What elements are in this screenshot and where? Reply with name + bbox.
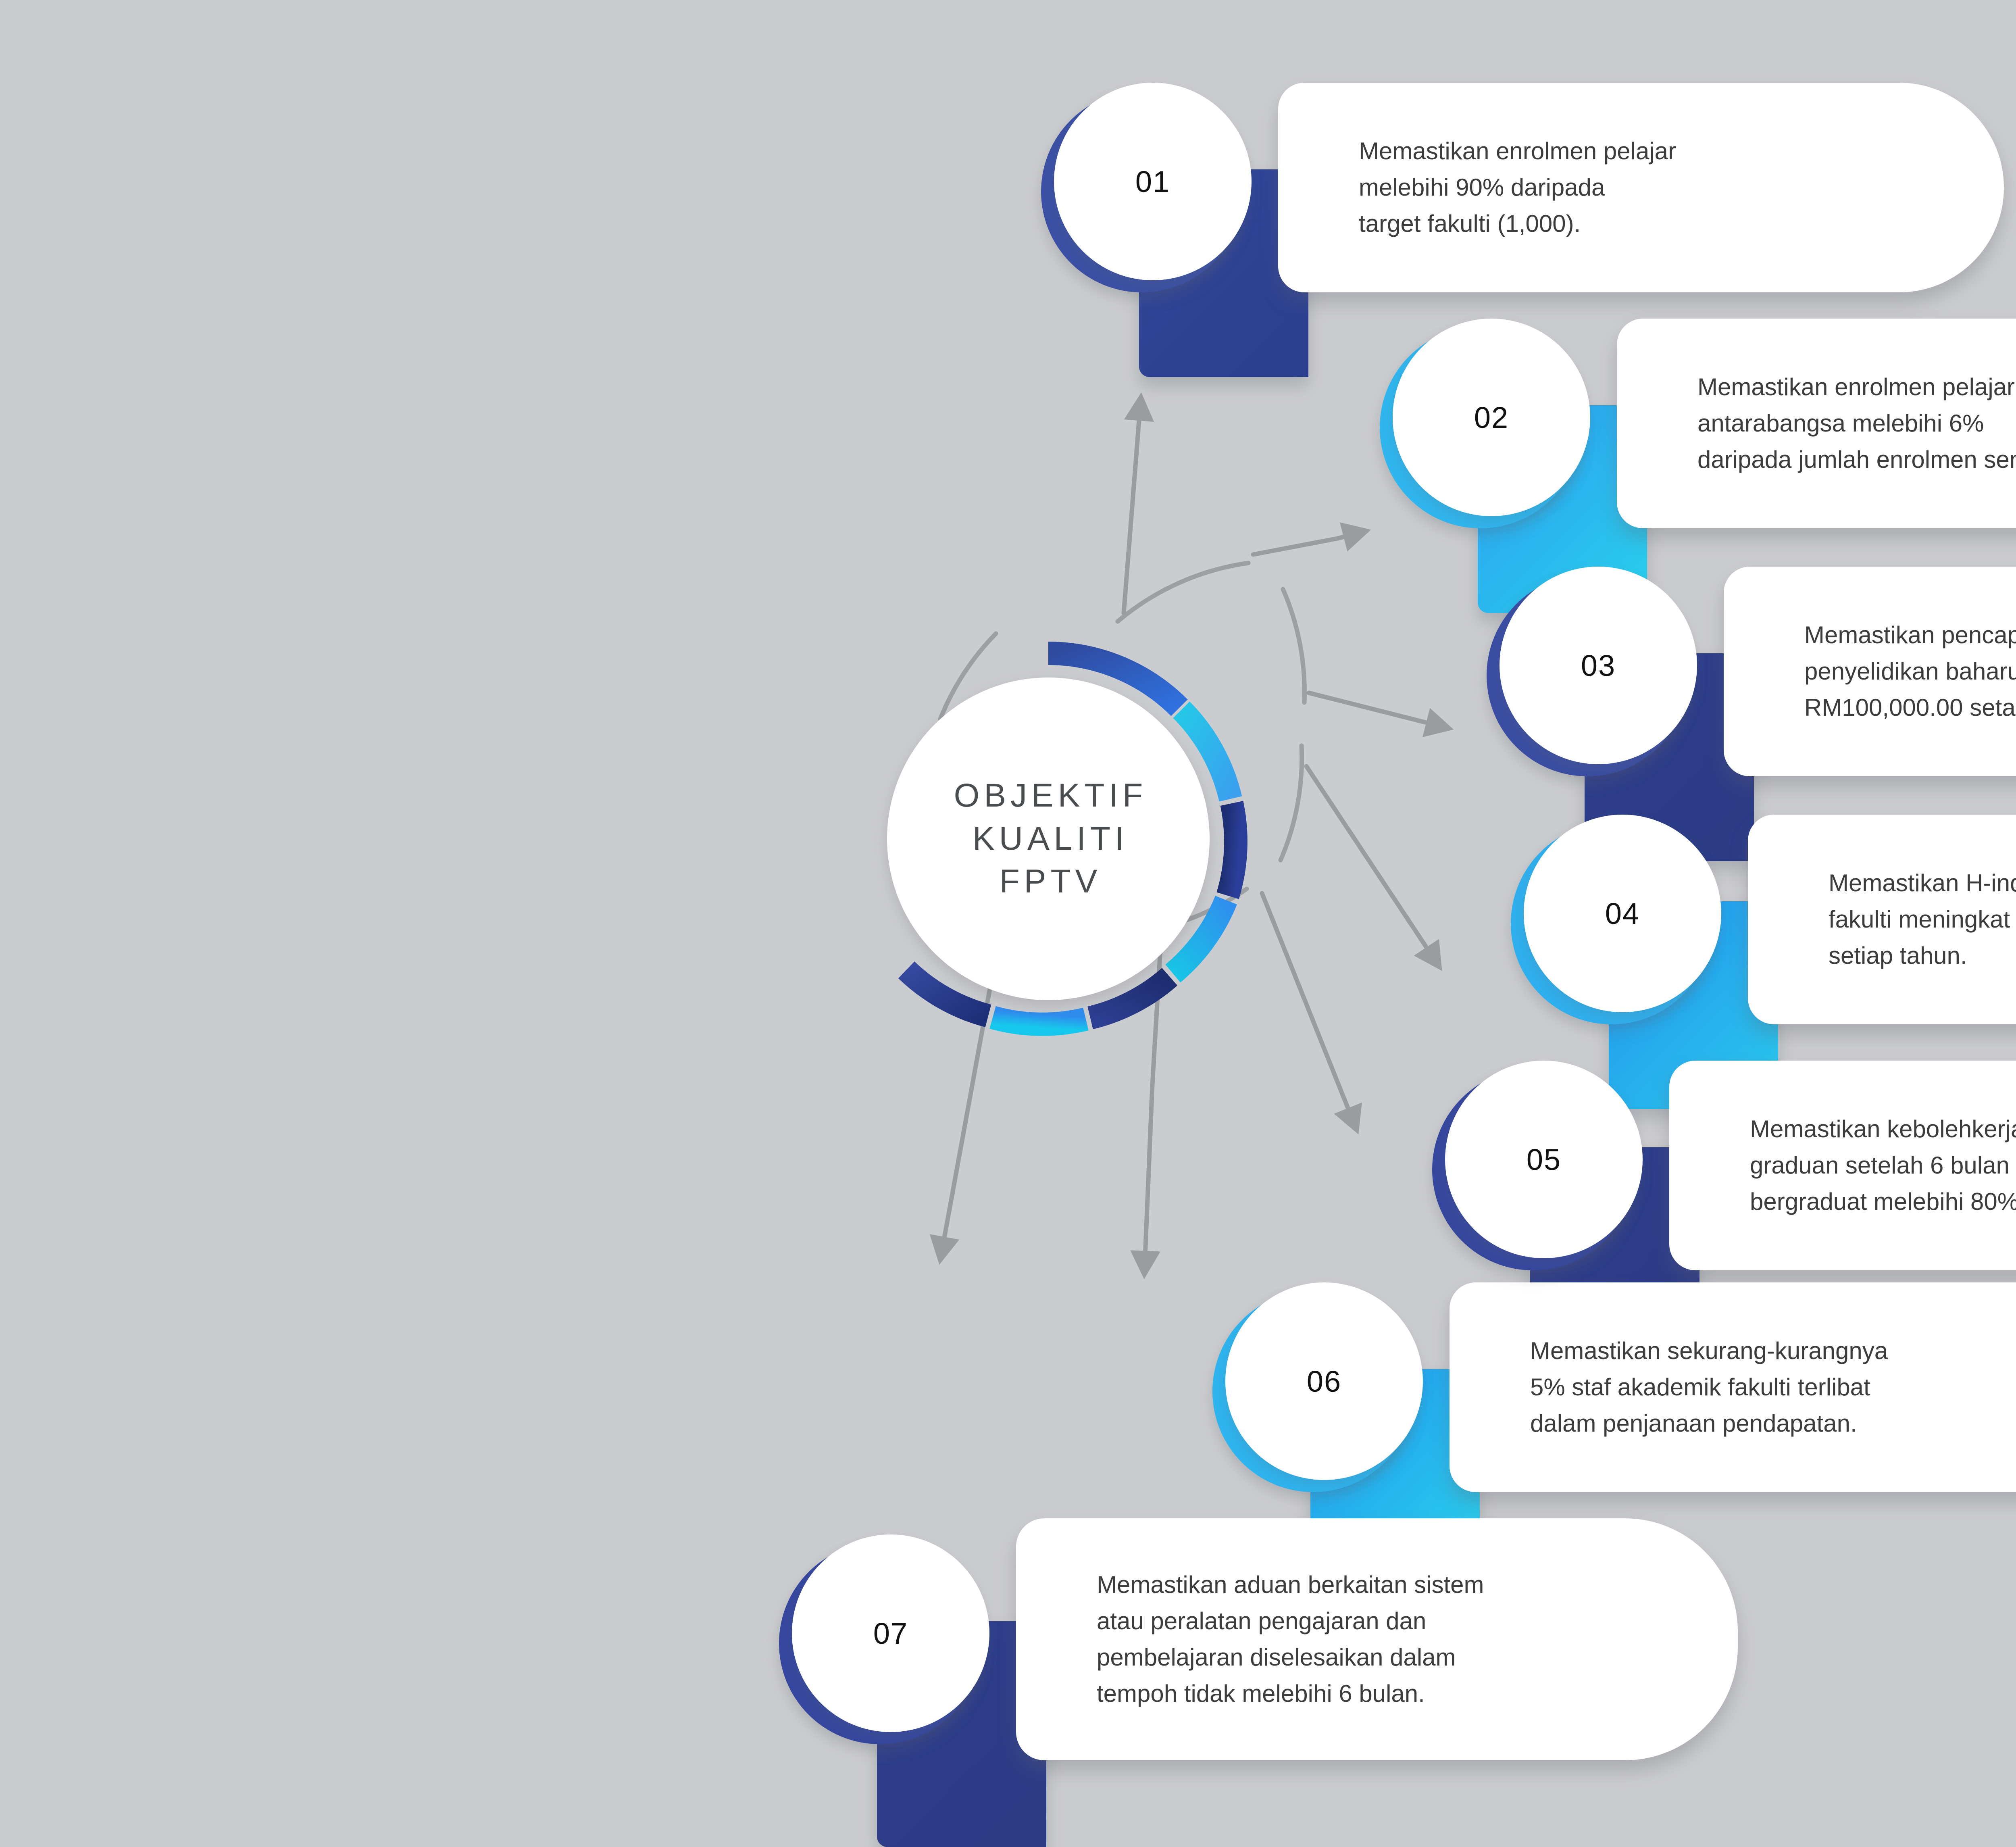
item-card[interactable]: Memastikan aduan berkaitan sistem atau p… (1016, 1518, 1738, 1760)
center-hub: OBJEKTIF KUALITI FPTV (843, 633, 1254, 1044)
item-number-bubble[interactable]: 01 (1054, 83, 1252, 280)
item-number-bubble[interactable]: 05 (1445, 1061, 1643, 1258)
item-text: Memastikan pencapaian dana penyelidikan … (1804, 621, 2016, 721)
item-number-bubble[interactable]: 04 (1524, 815, 1721, 1012)
list-item[interactable]: Memastikan enrolmen pelajar antarabangsa… (1375, 319, 2016, 613)
hub-disc: OBJEKTIF KUALITI FPTV (887, 678, 1210, 1000)
item-text: Memastikan kebolehkerjaan graduan setela… (1750, 1115, 2016, 1215)
item-card[interactable]: Memastikan sekurang-kurangnya 5% staf ak… (1450, 1282, 2016, 1492)
hub-segmented-ring (898, 642, 1248, 1036)
item-text: Memastikan H-index (SCOPUS) fakulti meni… (1829, 869, 2016, 969)
list-item[interactable]: Memastikan enrolmen pelajar melebihi 90%… (1036, 83, 2004, 377)
item-card[interactable]: Memastikan enrolmen pelajar melebihi 90%… (1278, 83, 2004, 292)
item-number: 02 (1474, 400, 1509, 434)
item-card[interactable]: Memastikan H-index (SCOPUS) fakulti meni… (1748, 815, 2016, 1024)
item-number: 04 (1605, 896, 1640, 930)
item-number: 06 (1306, 1364, 1342, 1398)
item-number-bubble[interactable]: 03 (1500, 567, 1697, 764)
item-number: 03 (1581, 648, 1616, 682)
list-item[interactable]: Memastikan pencapaian dana penyelidikan … (1482, 567, 2016, 861)
item-number: 01 (1135, 165, 1170, 198)
item-text: Memastikan enrolmen pelajar melebihi 90%… (1359, 138, 1677, 237)
item-text: Memastikan enrolmen pelajar antarabangsa… (1697, 373, 2016, 473)
item-card[interactable]: Memastikan pencapaian dana penyelidikan … (1724, 567, 2016, 776)
page-title: OBJEKTIF KUALITI FPTV (954, 777, 1148, 900)
item-text: Memastikan aduan berkaitan sistem atau p… (1097, 1571, 1484, 1707)
item-number-bubble[interactable]: 02 (1393, 319, 1590, 516)
list-item[interactable]: Memastikan kebolehkerjaan graduan setela… (1427, 1061, 2016, 1355)
list-item[interactable]: Memastikan sekurang-kurangnya 5% staf ak… (1208, 1282, 2016, 1577)
item-number: 05 (1526, 1142, 1562, 1176)
item-number-bubble[interactable]: 06 (1225, 1282, 1423, 1480)
item-card[interactable]: Memastikan kebolehkerjaan graduan setela… (1669, 1061, 2016, 1270)
item-number: 07 (873, 1616, 908, 1650)
list-item[interactable]: Memastikan H-index (SCOPUS) fakulti meni… (1506, 815, 2016, 1109)
item-number-bubble[interactable]: 07 (792, 1534, 989, 1732)
list-item[interactable]: Memastikan aduan berkaitan sistem atau p… (774, 1518, 1762, 1847)
item-card[interactable]: Memastikan enrolmen pelajar antarabangsa… (1617, 319, 2016, 528)
item-text: Memastikan sekurang-kurangnya 5% staf ak… (1530, 1337, 1888, 1437)
